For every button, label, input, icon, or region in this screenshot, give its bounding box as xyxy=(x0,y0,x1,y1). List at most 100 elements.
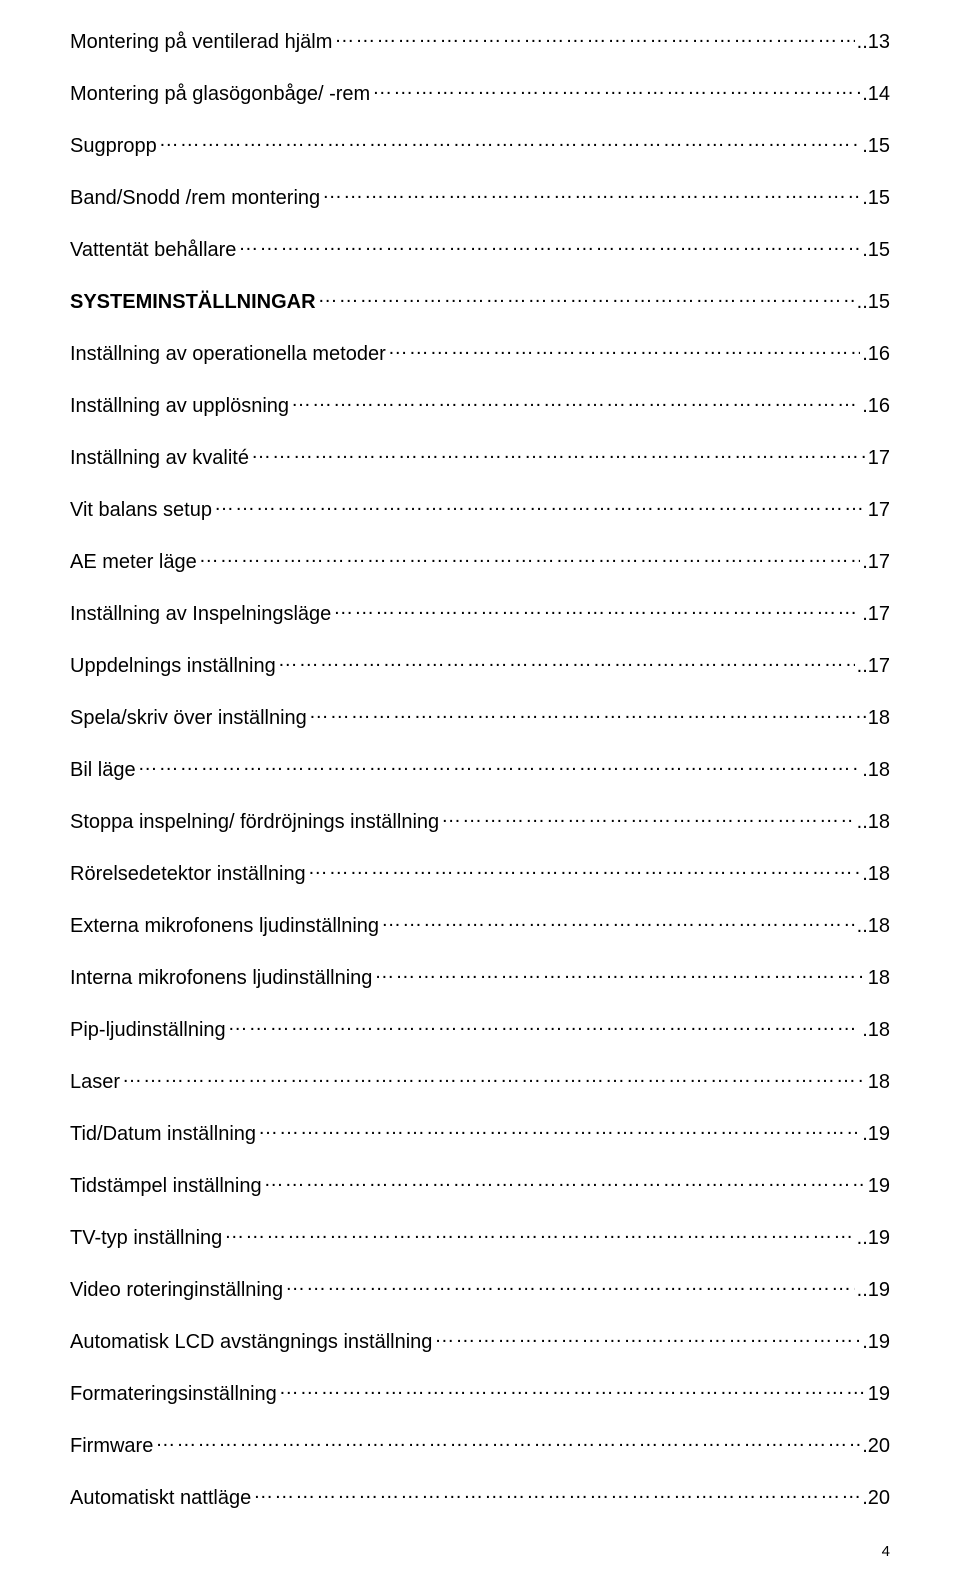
toc-page: ..18 xyxy=(857,811,890,834)
toc-dots xyxy=(278,652,855,672)
toc-entry: Video roteringinställning ..19 xyxy=(70,1276,890,1302)
toc-page: 18 xyxy=(868,967,890,990)
toc-entry: Inställning av operationella metoder.16 xyxy=(70,340,890,366)
toc-entry: Sugpropp.15 xyxy=(70,132,890,158)
toc-entry: Externa mikrofonens ljudinställning ..18 xyxy=(70,912,890,938)
toc-label: Interna mikrofonens ljudinställning xyxy=(70,967,372,990)
toc-entry: Tid/Datum inställning.19 xyxy=(70,1120,890,1146)
toc-dots xyxy=(228,1016,861,1036)
toc-page: .16 xyxy=(862,395,890,418)
toc-page: .20 xyxy=(862,1487,890,1510)
toc-label: Automatiskt nattläge xyxy=(70,1487,251,1510)
toc-label: Stoppa inspelning/ fördröjnings inställn… xyxy=(70,811,439,834)
toc-entry: Stoppa inspelning/ fördröjnings inställn… xyxy=(70,808,890,834)
toc-label: AE meter läge xyxy=(70,551,197,574)
toc-dots xyxy=(381,912,855,932)
toc-label: Sugpropp xyxy=(70,135,157,158)
toc-dots xyxy=(199,548,860,568)
toc-dots xyxy=(388,340,860,360)
toc-page: .17 xyxy=(862,551,890,574)
page-number: 4 xyxy=(882,1543,890,1560)
toc-label: Externa mikrofonens ljudinställning xyxy=(70,915,379,938)
toc-page: ..17 xyxy=(857,655,890,678)
toc-entry: Vit balans setup 17 xyxy=(70,496,890,522)
toc-page: 18 xyxy=(868,1071,890,1094)
toc-entry: Montering på ventilerad hjälm ..13 xyxy=(70,28,890,54)
toc-entry: Vattentät behållare .15 xyxy=(70,236,890,262)
toc-entry: Tidstämpel inställning19 xyxy=(70,1172,890,1198)
toc-page: .16 xyxy=(862,343,890,366)
page-number-container: 4 xyxy=(70,1536,890,1560)
toc-dots xyxy=(279,1380,866,1400)
toc-entry: Spela/skriv över inställning 18 xyxy=(70,704,890,730)
toc-dots xyxy=(372,80,860,100)
toc-page: 19 xyxy=(868,1175,890,1198)
toc-dots xyxy=(308,860,861,880)
toc-entry: Firmware .20 xyxy=(70,1432,890,1458)
toc-dots xyxy=(264,1172,866,1192)
toc-page: .19 xyxy=(862,1331,890,1354)
toc-entry: Formateringsinställning 19 xyxy=(70,1380,890,1406)
toc-entry: Automatiskt nattläge .20 xyxy=(70,1484,890,1510)
toc-page: ..18 xyxy=(857,915,890,938)
toc-entry: Montering på glasögonbåge/ -rem .14 xyxy=(70,80,890,106)
toc-dots xyxy=(251,444,866,464)
toc-entry: Interna mikrofonens ljudinställning 18 xyxy=(70,964,890,990)
toc-dots xyxy=(334,28,854,48)
toc-page: .15 xyxy=(862,187,890,210)
toc-entry: Inställning av kvalité17 xyxy=(70,444,890,470)
toc-page: 18 xyxy=(868,707,890,730)
toc-label: Montering på glasögonbåge/ -rem xyxy=(70,83,370,106)
toc-dots xyxy=(224,1224,854,1244)
toc-page: 17 xyxy=(868,499,890,522)
toc-label: Inställning av Inspelningsläge xyxy=(70,603,331,626)
toc-dots xyxy=(434,1328,860,1348)
toc-page: ..19 xyxy=(857,1227,890,1250)
toc-dots xyxy=(309,704,866,724)
toc-label: Vit balans setup xyxy=(70,499,212,522)
toc-page: ..13 xyxy=(857,31,890,54)
toc-entry: Pip-ljudinställning.18 xyxy=(70,1016,890,1042)
toc-page: .20 xyxy=(862,1435,890,1458)
toc-label: SYSTEMINSTÄLLNINGAR xyxy=(70,291,316,314)
toc-page: ..19 xyxy=(857,1279,890,1302)
toc-label: Band/Snodd /rem montering xyxy=(70,187,320,210)
toc-entry: Rörelsedetektor inställning.18 xyxy=(70,860,890,886)
toc-dots xyxy=(318,288,855,308)
toc-entry: Band/Snodd /rem montering .15 xyxy=(70,184,890,210)
toc-entry: AE meter läge .17 xyxy=(70,548,890,574)
toc-dots xyxy=(155,1432,860,1452)
toc-page: ..15 xyxy=(857,291,890,314)
toc-entry: Automatisk LCD avstängnings inställning.… xyxy=(70,1328,890,1354)
toc-dots xyxy=(238,236,860,256)
toc-label: Video roteringinställning xyxy=(70,1279,283,1302)
toc-dots xyxy=(159,132,860,152)
toc-label: Firmware xyxy=(70,1435,153,1458)
toc-entry: Inställning av upplösning.16 xyxy=(70,392,890,418)
toc-label: Montering på ventilerad hjälm xyxy=(70,31,332,54)
toc-dots xyxy=(258,1120,860,1140)
toc-label: Automatisk LCD avstängnings inställning xyxy=(70,1331,432,1354)
toc-dots xyxy=(441,808,855,828)
toc-page: .14 xyxy=(862,83,890,106)
toc-label: Spela/skriv över inställning xyxy=(70,707,307,730)
toc-entry: Inställning av Inspelningsläge.17 xyxy=(70,600,890,626)
toc-dots xyxy=(214,496,866,516)
toc-dots xyxy=(333,600,860,620)
toc-page: .15 xyxy=(862,239,890,262)
toc-label: Rörelsedetektor inställning xyxy=(70,863,306,886)
toc-entry: SYSTEMINSTÄLLNINGAR ..15 xyxy=(70,288,890,314)
toc-label: Vattentät behållare xyxy=(70,239,236,262)
toc-label: Laser xyxy=(70,1071,120,1094)
toc-entry: Laser 18 xyxy=(70,1068,890,1094)
toc-page: 17 xyxy=(868,447,890,470)
toc-dots xyxy=(138,756,861,776)
toc-label: Tid/Datum inställning xyxy=(70,1123,256,1146)
toc-dots xyxy=(291,392,860,412)
toc-dots xyxy=(322,184,860,204)
toc-label: Pip-ljudinställning xyxy=(70,1019,226,1042)
toc-label: Formateringsinställning xyxy=(70,1383,277,1406)
toc-label: TV-typ inställning xyxy=(70,1227,222,1250)
toc-dots xyxy=(122,1068,866,1088)
toc-page: 19 xyxy=(868,1383,890,1406)
